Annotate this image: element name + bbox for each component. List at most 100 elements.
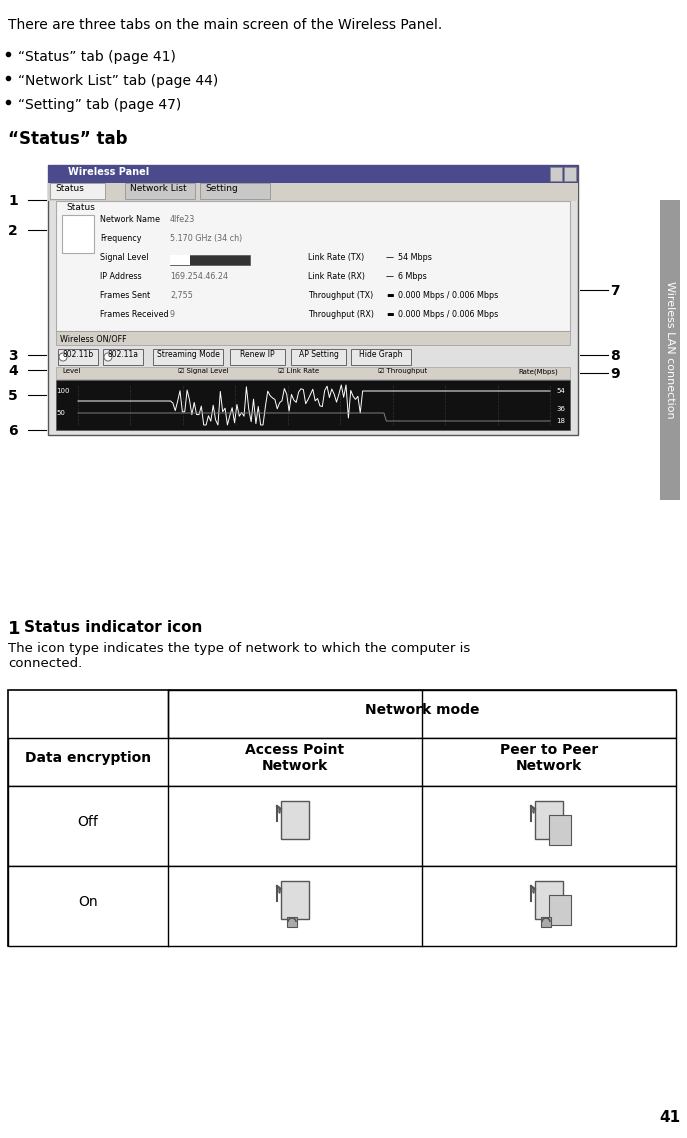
Text: 4lfe23: 4lfe23: [170, 215, 195, 224]
Text: Wireless LAN connection: Wireless LAN connection: [665, 281, 675, 419]
Bar: [153, 349, 223, 365]
Text: 9: 9: [610, 366, 620, 381]
Text: 0.000 Mbps / 0.006 Mbps: 0.000 Mbps / 0.006 Mbps: [398, 310, 498, 319]
Text: Frequency: Frequency: [100, 234, 142, 244]
Bar: [549, 815, 571, 846]
Bar: [62, 215, 94, 253]
Text: Data encryption: Data encryption: [25, 751, 151, 765]
Bar: [103, 349, 143, 365]
Text: 0.000 Mbps / 0.006 Mbps: 0.000 Mbps / 0.006 Mbps: [398, 291, 498, 300]
Bar: [281, 881, 309, 920]
Text: On: On: [78, 894, 98, 909]
Bar: [56, 331, 570, 345]
Text: ☑ Throughput: ☑ Throughput: [378, 368, 427, 374]
Text: There are three tabs on the main screen of the Wireless Panel.: There are three tabs on the main screen …: [8, 18, 442, 32]
Text: Access Point
Network: Access Point Network: [245, 743, 345, 773]
Text: Level: Level: [62, 368, 80, 374]
Bar: [200, 183, 270, 199]
Text: ☑ Link Rate: ☑ Link Rate: [278, 368, 319, 374]
Bar: [535, 801, 563, 839]
Text: 36: 36: [556, 406, 565, 412]
Text: Network List: Network List: [130, 184, 187, 193]
Text: Network mode: Network mode: [365, 703, 480, 717]
Text: “Status” tab (page 41): “Status” tab (page 41): [18, 50, 176, 64]
Bar: [56, 366, 570, 379]
Text: 8: 8: [610, 349, 620, 363]
Text: Status indicator icon: Status indicator icon: [24, 620, 203, 635]
Text: 2,755: 2,755: [170, 291, 193, 300]
Bar: [8, 739, 676, 786]
Text: Streaming Mode: Streaming Mode: [157, 351, 219, 358]
Text: Status: Status: [55, 184, 84, 193]
Circle shape: [59, 353, 67, 361]
Bar: [168, 690, 676, 739]
Bar: [549, 894, 571, 925]
Text: 5.170 GHz (34 ch): 5.170 GHz (34 ch): [170, 234, 243, 244]
Text: Off: Off: [78, 815, 98, 828]
Text: ▬: ▬: [386, 291, 394, 300]
Text: ▬: ▬: [386, 310, 394, 319]
Bar: [56, 380, 570, 430]
Bar: [230, 349, 285, 365]
Text: Throughput (TX): Throughput (TX): [308, 291, 373, 300]
Text: 169.254.46.24: 169.254.46.24: [170, 272, 228, 281]
Text: Setting: Setting: [205, 184, 238, 193]
Text: 1: 1: [8, 193, 18, 208]
Text: Hide Graph: Hide Graph: [359, 351, 403, 358]
Bar: [58, 349, 98, 365]
Text: ☑ Signal Level: ☑ Signal Level: [178, 368, 229, 374]
Text: 802.11b: 802.11b: [63, 351, 93, 358]
Text: Signal Level: Signal Level: [100, 253, 148, 262]
Text: “Status” tab: “Status” tab: [8, 130, 128, 148]
Text: 6: 6: [8, 424, 18, 438]
Bar: [170, 255, 190, 265]
Text: —: —: [386, 272, 394, 281]
Text: 18: 18: [556, 418, 565, 424]
Text: Wireless Panel: Wireless Panel: [68, 167, 149, 178]
Text: AP Setting: AP Setting: [299, 351, 339, 358]
Text: 4: 4: [8, 364, 18, 378]
Text: 54: 54: [556, 388, 565, 394]
Text: Network Name: Network Name: [100, 215, 160, 224]
Bar: [8, 786, 676, 866]
Bar: [48, 165, 578, 435]
Text: 9: 9: [170, 310, 175, 319]
Bar: [125, 183, 195, 199]
Text: 50: 50: [56, 410, 65, 417]
Text: 100: 100: [56, 388, 69, 394]
Bar: [8, 866, 676, 946]
Text: Status: Status: [66, 203, 95, 212]
Bar: [56, 201, 570, 331]
Text: Rate(Mbps): Rate(Mbps): [518, 368, 558, 374]
Text: 6 Mbps: 6 Mbps: [398, 272, 427, 281]
Bar: [170, 255, 250, 265]
Text: Frames Sent: Frames Sent: [100, 291, 150, 300]
Text: 802.11a: 802.11a: [107, 351, 139, 358]
Text: “Network List” tab (page 44): “Network List” tab (page 44): [18, 74, 218, 88]
Text: IP Address: IP Address: [100, 272, 142, 281]
Text: —: —: [386, 253, 394, 262]
Text: The icon type indicates the type of network to which the computer is
connected.: The icon type indicates the type of netw…: [8, 642, 470, 670]
Bar: [48, 165, 578, 183]
Text: Renew IP: Renew IP: [240, 351, 275, 358]
Text: 3: 3: [8, 349, 18, 363]
Bar: [50, 183, 105, 199]
Bar: [541, 917, 551, 927]
Bar: [287, 917, 297, 927]
Text: “Setting” tab (page 47): “Setting” tab (page 47): [18, 98, 181, 112]
Bar: [550, 167, 562, 181]
Text: Frames Received: Frames Received: [100, 310, 168, 319]
Bar: [564, 167, 576, 181]
Text: 1: 1: [8, 620, 21, 638]
Text: Throughput (RX): Throughput (RX): [308, 310, 374, 319]
Bar: [291, 349, 346, 365]
Bar: [8, 690, 676, 946]
Text: 41: 41: [659, 1110, 680, 1125]
Bar: [281, 801, 309, 839]
Bar: [48, 183, 578, 201]
Circle shape: [104, 353, 112, 361]
Bar: [535, 881, 563, 920]
Text: 5: 5: [8, 389, 18, 403]
Text: 2: 2: [8, 224, 18, 238]
Bar: [660, 200, 680, 500]
